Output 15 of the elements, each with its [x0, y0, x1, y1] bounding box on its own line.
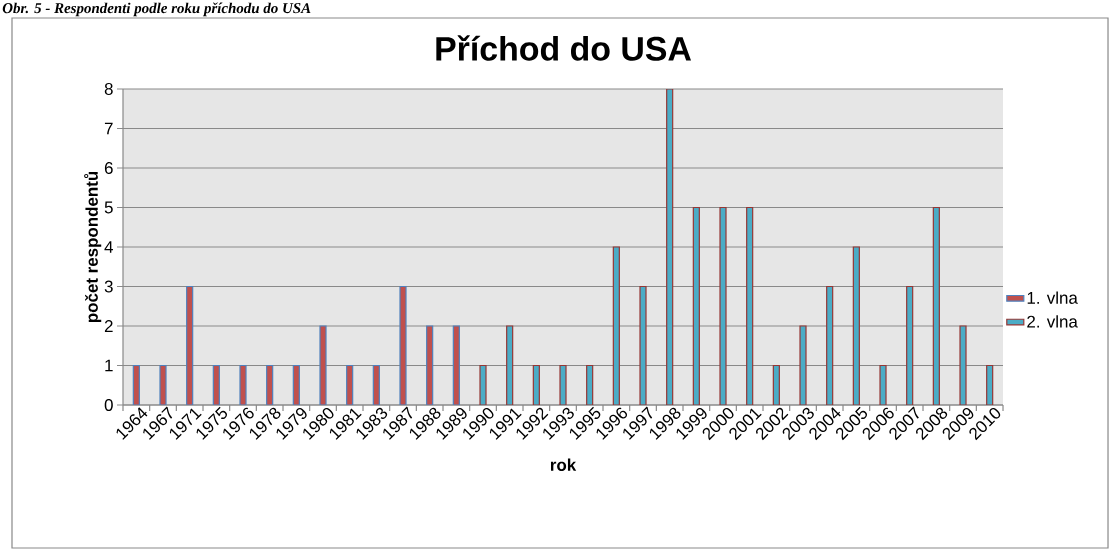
y-tick-label: 7 — [104, 122, 113, 135]
y-axis-title: počet respondentů — [84, 171, 102, 323]
y-tick-label: 3 — [104, 280, 113, 293]
legend-label: 2. vlna — [1027, 315, 1078, 328]
x-axis-title: rok — [550, 458, 577, 471]
text: Obr. 5 - Respondenti podle roku příchodu do USA — [2, 2, 311, 17]
y-tick-label: 0 — [104, 399, 113, 411]
y-tick-label: 4 — [104, 241, 113, 253]
legend-label: 1. vlna — [1027, 291, 1078, 304]
y-tick-label: 8 — [104, 83, 113, 96]
y-tick-label: 1 — [105, 359, 113, 372]
chart-title: Příchod do USA — [436, 35, 692, 61]
y-tick-label: 2 — [104, 320, 113, 332]
y-tick-label: 6 — [104, 162, 113, 174]
y-tick-label: 5 — [104, 201, 113, 214]
